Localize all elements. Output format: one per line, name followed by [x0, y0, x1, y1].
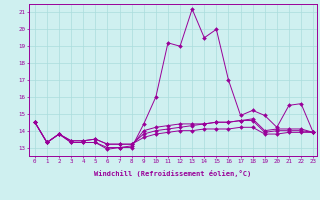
X-axis label: Windchill (Refroidissement éolien,°C): Windchill (Refroidissement éolien,°C) [94, 170, 252, 177]
